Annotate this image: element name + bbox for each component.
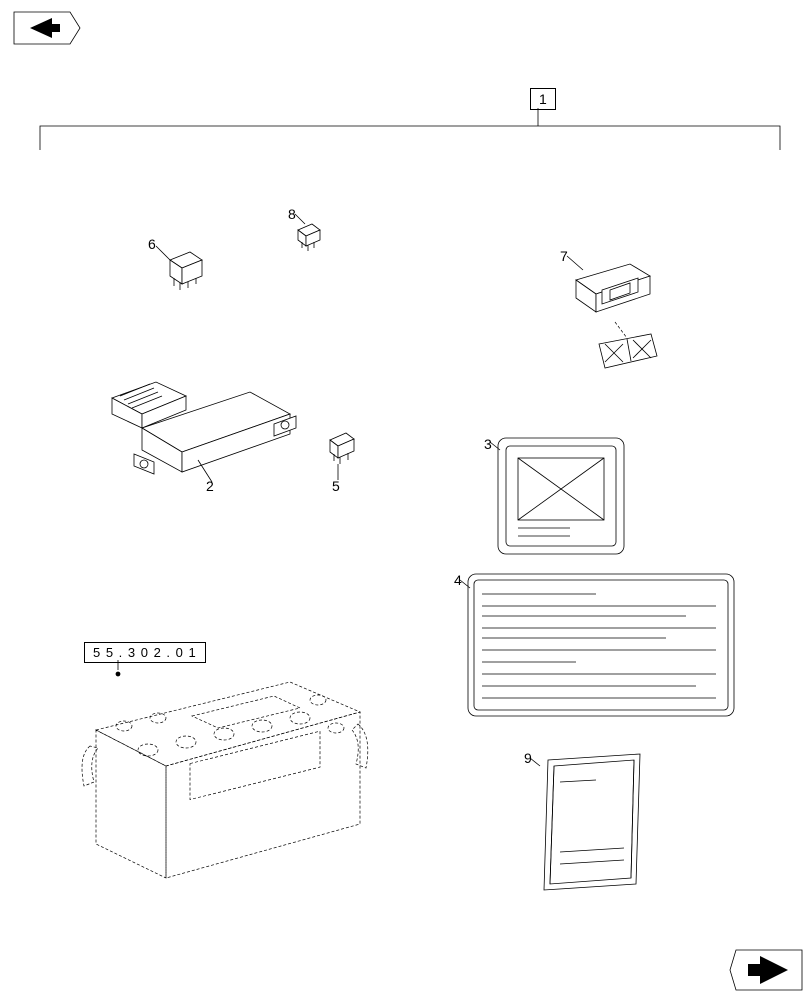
battery-icon — [76, 666, 376, 896]
decal-3 — [496, 436, 626, 556]
corner-badge-top-left — [12, 10, 82, 46]
battery-ref-label: 5 5 . 3 0 2 . 0 1 — [93, 645, 197, 660]
corner-badge-bottom-right — [728, 946, 806, 994]
callout-1: 1 — [530, 88, 556, 110]
decal-9 — [536, 752, 646, 892]
callout-1-label: 1 — [539, 91, 547, 107]
battery-ref-box: 5 5 . 3 0 2 . 0 1 — [84, 642, 206, 663]
decal-4 — [466, 572, 736, 718]
relay-5-icon — [322, 428, 362, 470]
switch-7-detail — [595, 330, 661, 386]
bracket-1 — [40, 116, 780, 156]
